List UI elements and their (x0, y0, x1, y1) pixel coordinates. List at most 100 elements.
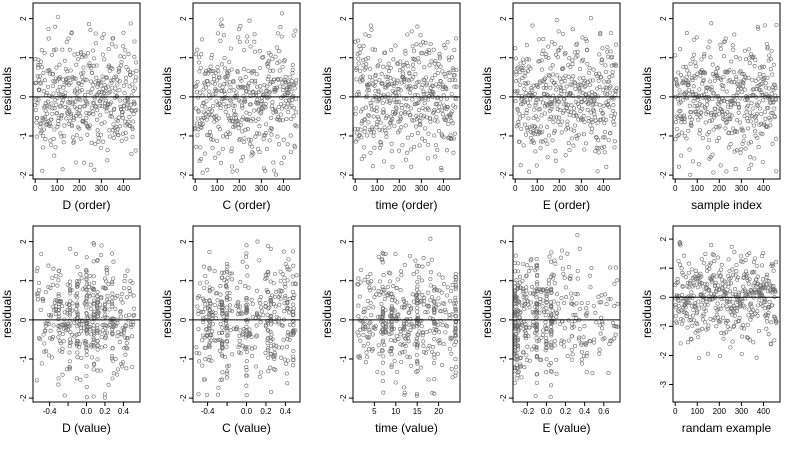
data-point (95, 258, 100, 263)
data-point (725, 300, 730, 305)
data-point (673, 53, 678, 58)
data-point (549, 107, 554, 112)
data-point (570, 93, 576, 99)
data-point (75, 341, 80, 346)
data-point (562, 344, 567, 349)
data-point (756, 100, 761, 105)
data-point (395, 300, 400, 305)
data-point (538, 139, 543, 144)
data-point (606, 137, 611, 143)
data-point (754, 263, 759, 268)
data-point (281, 249, 286, 254)
data-point (111, 371, 116, 376)
data-point (531, 319, 536, 324)
data-point (381, 64, 386, 69)
data-point (575, 292, 580, 297)
data-point (423, 40, 428, 45)
data-point (287, 322, 292, 327)
data-point (36, 280, 41, 286)
data-point (588, 16, 593, 21)
data-point (575, 276, 580, 281)
data-point (256, 146, 261, 151)
data-point (89, 105, 94, 110)
data-point (400, 66, 405, 72)
data-point (98, 113, 103, 118)
data-point (711, 253, 716, 258)
data-point (534, 257, 539, 262)
data-point (587, 339, 592, 344)
data-point (743, 57, 749, 62)
data-point (581, 353, 586, 359)
data-point (722, 40, 727, 45)
data-point (523, 132, 529, 137)
data-point (527, 103, 532, 108)
data-point (207, 358, 212, 363)
data-point (545, 141, 550, 146)
y-tick-label: 1 (339, 55, 348, 60)
data-point (102, 57, 107, 62)
data-point (579, 83, 584, 88)
data-point (711, 127, 716, 132)
data-point (209, 137, 214, 142)
data-point (706, 45, 711, 50)
data-point (728, 104, 733, 109)
data-point (88, 79, 94, 84)
data-point (528, 300, 533, 305)
data-point (95, 298, 100, 303)
data-point (421, 89, 426, 94)
data-point (48, 314, 53, 319)
data-point (693, 268, 698, 273)
data-point (517, 315, 522, 320)
data-point (398, 88, 403, 93)
data-point (513, 46, 518, 51)
data-point (553, 82, 558, 88)
data-point (598, 31, 603, 36)
data-point (236, 344, 241, 350)
data-point (126, 119, 131, 124)
data-point (370, 125, 375, 130)
data-point (542, 77, 547, 82)
data-point (769, 320, 774, 325)
data-point (117, 88, 122, 93)
data-point (227, 303, 233, 308)
data-point (357, 294, 362, 299)
data-point (92, 56, 97, 61)
data-point (236, 27, 241, 32)
data-point (284, 116, 289, 121)
data-point (57, 339, 62, 344)
data-point (760, 303, 765, 309)
data-point (73, 99, 78, 104)
data-point (600, 111, 605, 116)
data-point (43, 114, 48, 120)
data-point (566, 62, 571, 68)
data-point (514, 79, 519, 84)
data-point (40, 145, 45, 150)
data-point (371, 114, 376, 119)
data-point (560, 168, 565, 173)
data-point (122, 91, 127, 96)
data-point (207, 343, 212, 348)
data-point (270, 57, 275, 62)
data-point (109, 100, 114, 105)
data-point (452, 47, 457, 52)
data-point (91, 298, 97, 303)
data-point (544, 296, 549, 302)
data-point (380, 322, 385, 327)
data-point (683, 305, 688, 310)
data-point (276, 104, 281, 109)
data-point (769, 48, 774, 53)
data-point (711, 292, 717, 297)
data-point (582, 324, 587, 329)
data-point (86, 111, 91, 116)
data-point (128, 72, 133, 77)
data-point (587, 273, 592, 278)
data-point (716, 97, 721, 102)
data-point (543, 52, 548, 57)
data-point (534, 355, 539, 360)
data-point (433, 58, 438, 64)
data-point (440, 275, 445, 280)
data-point (414, 42, 419, 47)
data-point (253, 364, 258, 369)
data-point (103, 98, 108, 103)
data-point (579, 357, 584, 362)
